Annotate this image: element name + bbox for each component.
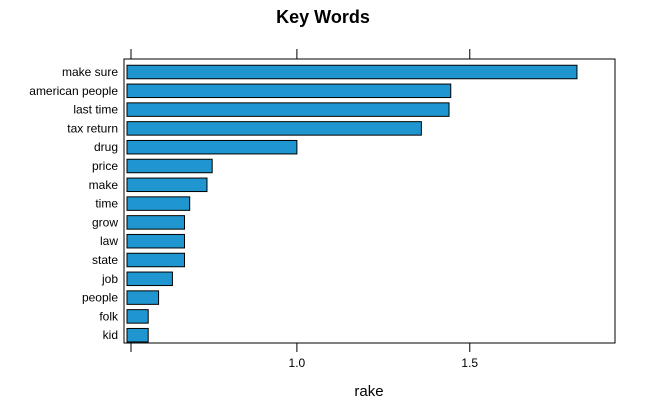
bar-state — [126, 252, 186, 268]
category-label: price — [92, 159, 118, 173]
category-label: law — [100, 234, 118, 248]
category-label: grow — [92, 215, 118, 229]
chart-title: Key Words — [276, 7, 370, 27]
category-label: tax return — [67, 121, 118, 135]
category-label: make — [89, 178, 119, 192]
category-label: kid — [103, 328, 118, 342]
category-label: drug — [94, 140, 118, 154]
category-label: folk — [99, 309, 119, 323]
bar-people — [126, 290, 160, 305]
bar-tax-return — [126, 121, 422, 136]
bar-folk — [126, 309, 149, 324]
x-tick-label: 1.0 — [289, 356, 306, 370]
bar-price — [126, 158, 213, 174]
plot-frame — [123, 58, 616, 344]
x-axis-label: rake — [354, 383, 383, 400]
category-label: people — [82, 291, 118, 305]
bar-make — [126, 177, 208, 193]
bar-american-people — [126, 83, 452, 99]
x-axis-ticks: 1.0 1.5 — [130, 49, 478, 370]
bar-make-sure — [126, 64, 578, 80]
x-tick-label: 1.5 — [461, 356, 478, 370]
bar-job — [126, 271, 173, 287]
bar-last-time — [126, 102, 450, 117]
category-label: make sure — [62, 65, 118, 79]
bar-kid — [126, 327, 149, 343]
category-labels: make sure american people last time tax ret… — [29, 65, 119, 342]
category-label: american people — [29, 84, 118, 98]
category-label: job — [101, 272, 118, 286]
bars-group — [126, 64, 578, 343]
bar-law — [126, 233, 186, 249]
category-label: state — [92, 253, 118, 267]
bar-drug — [126, 139, 298, 155]
category-label: last time — [73, 103, 118, 117]
category-label: time — [95, 197, 118, 211]
bar-grow — [126, 215, 186, 230]
bar-time — [126, 196, 191, 211]
